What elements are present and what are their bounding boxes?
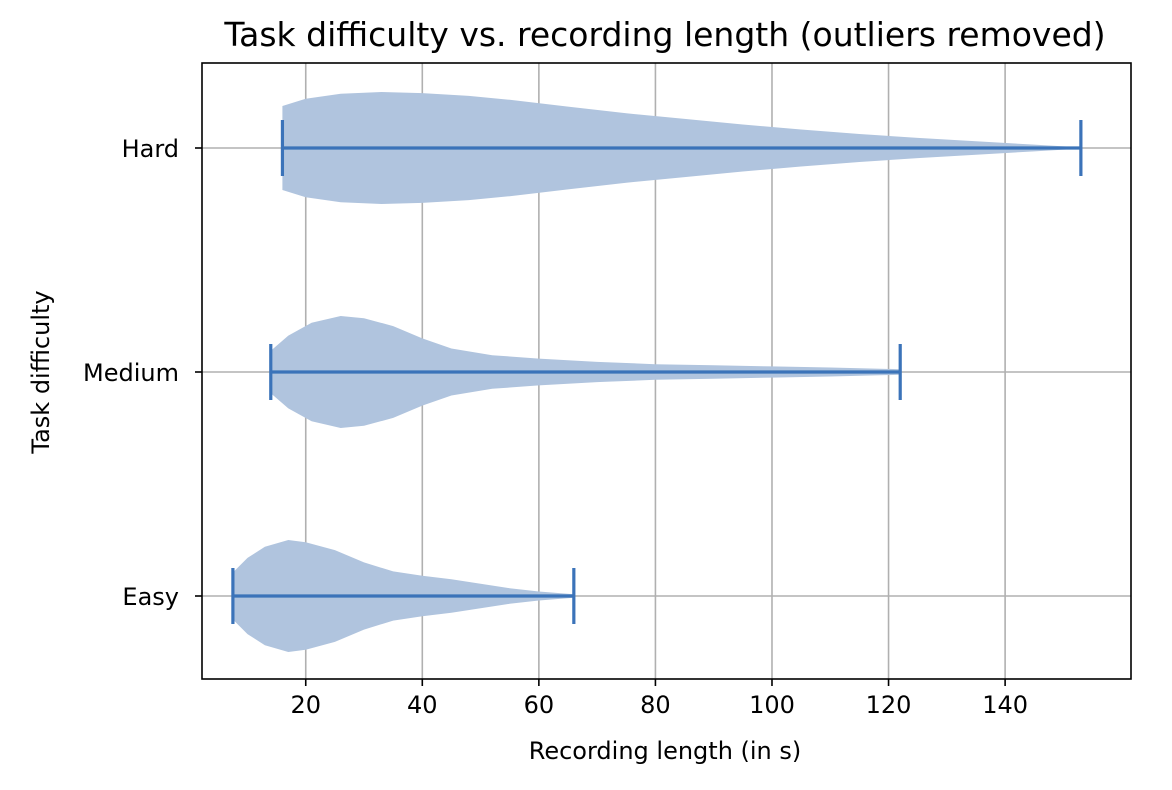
y-tick-label: Easy: [122, 583, 179, 611]
x-tick-label: 40: [407, 691, 438, 719]
y-axis-label: Task difficulty: [27, 290, 55, 454]
x-tick-label: 80: [640, 691, 671, 719]
axis-ticks: 20 40 60 80 100 120 140 Easy Medium Hard: [83, 135, 1028, 719]
x-tick-label: 120: [866, 691, 912, 719]
y-tick-label: Medium: [83, 359, 179, 387]
x-tick-label: 140: [982, 691, 1028, 719]
x-tick-label: 100: [749, 691, 795, 719]
chart-title: Task difficulty vs. recording length (ou…: [223, 15, 1105, 54]
x-tick-label: 60: [524, 691, 555, 719]
plot-frame: [201, 62, 1132, 680]
x-axis-label: Recording length (in s): [529, 737, 802, 765]
x-tick-label: 20: [290, 691, 321, 719]
violins: [231, 92, 1083, 652]
y-tick-label: Hard: [122, 135, 179, 163]
